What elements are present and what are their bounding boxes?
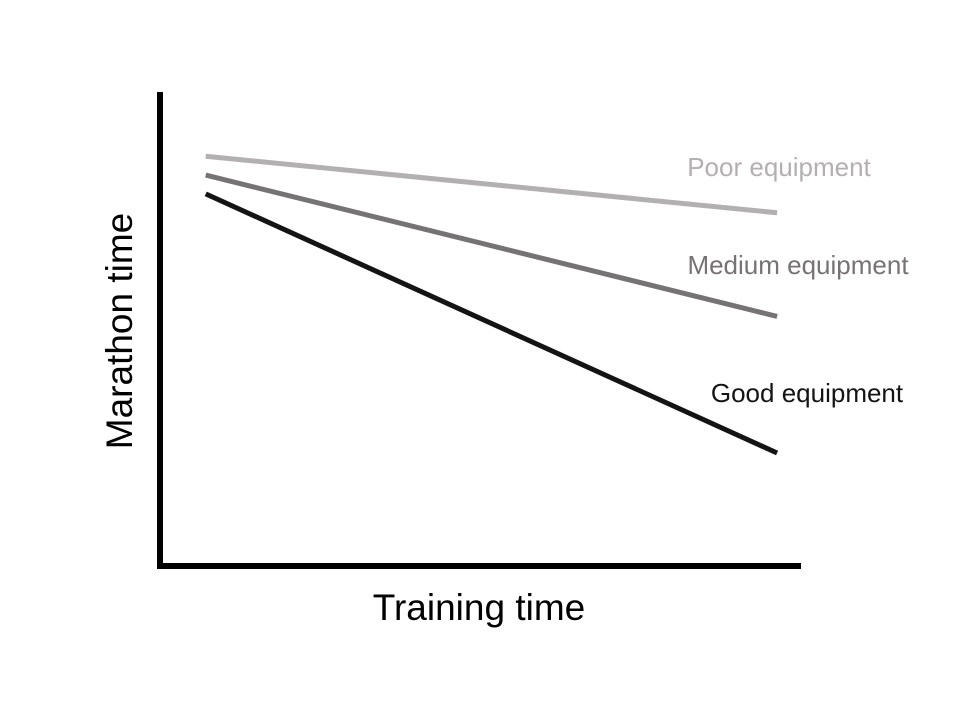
y-axis-title: Marathon time: [99, 213, 140, 450]
x-axis-title: Training time: [373, 587, 585, 628]
series-line-medium-equipment: [205, 172, 778, 319]
series-line-poor-equipment: [205, 153, 778, 216]
series-label-poor-equipment: Poor equipment: [687, 152, 871, 182]
series-label-good-equipment: Good equipment: [711, 378, 904, 408]
series-line-good-equipment: [204, 191, 779, 456]
series-labels: Poor equipment Medium equipment Good equip…: [687, 152, 909, 408]
series-label-medium-equipment: Medium equipment: [687, 250, 909, 280]
series-layer: [204, 153, 779, 456]
